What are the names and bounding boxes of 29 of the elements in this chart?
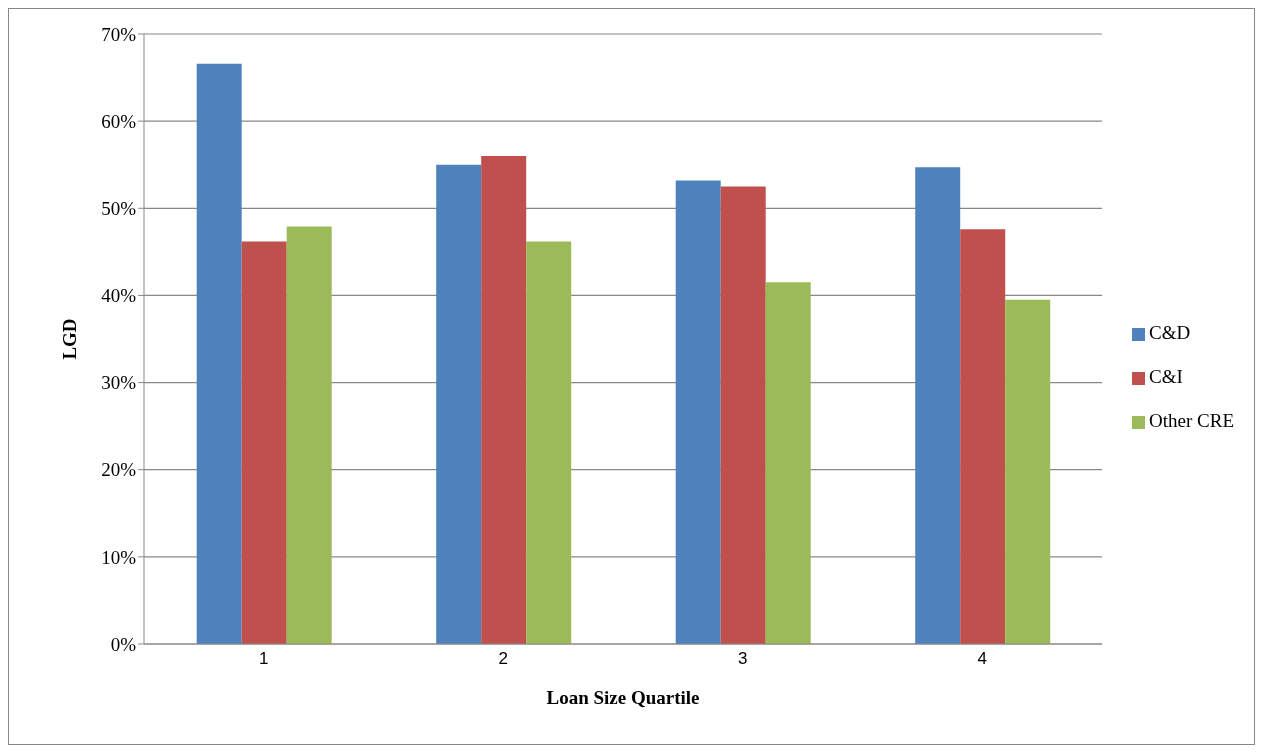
bar <box>960 229 1006 644</box>
bar <box>436 164 482 644</box>
y-tick-label: 70% <box>101 23 137 45</box>
bar <box>196 63 242 644</box>
y-axis-title: LGD <box>58 318 80 360</box>
bar <box>241 241 287 644</box>
y-tick-label: 30% <box>101 372 137 394</box>
x-tick-label: 1 <box>259 649 269 669</box>
y-tick-label: 40% <box>101 285 137 307</box>
y-tick-label: 50% <box>101 198 137 220</box>
x-axis-title: Loan Size Quartile <box>546 687 700 708</box>
x-tick-label: 3 <box>738 649 748 669</box>
x-tick-label: 2 <box>498 649 508 669</box>
legend-label: Other CRE <box>1149 409 1234 431</box>
bar <box>286 226 332 644</box>
y-tick-label: 0% <box>110 633 137 655</box>
bar <box>481 156 527 644</box>
bar <box>1005 299 1051 644</box>
bar <box>915 167 961 644</box>
x-tick-label: 4 <box>977 649 988 669</box>
y-tick-label: 10% <box>101 546 137 568</box>
bar <box>720 186 766 644</box>
bar <box>675 180 721 644</box>
y-tick-label: 60% <box>101 110 137 132</box>
y-tick-label: 20% <box>101 459 137 481</box>
legend-label: C&D <box>1149 321 1191 343</box>
bar <box>526 241 572 644</box>
bar <box>765 282 811 644</box>
legend-label: C&I <box>1149 365 1183 387</box>
